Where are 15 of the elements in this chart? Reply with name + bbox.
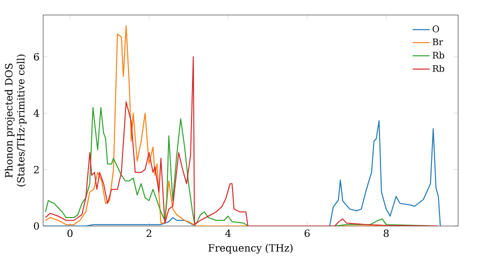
legend-label: Rb bbox=[432, 52, 444, 59]
y-tick-label: 0 bbox=[34, 222, 39, 230]
x-axis-title: Frequency (THz) bbox=[208, 244, 293, 254]
legend-label: Rb bbox=[432, 64, 444, 72]
x-tick-label: 2 bbox=[146, 230, 152, 237]
x-tick-label: 4 bbox=[225, 230, 231, 237]
x-tick-label: 6 bbox=[304, 230, 310, 238]
x-tick-label: 0 bbox=[67, 230, 73, 238]
y-tick-label: 2 bbox=[34, 166, 39, 174]
y-tick-label: 6 bbox=[34, 52, 39, 61]
legend-label: Br bbox=[432, 38, 444, 46]
x-tick-label: 8 bbox=[384, 230, 389, 238]
y-tick-label: 4 bbox=[34, 109, 40, 117]
y-axis-title: Phonon projected DOS (States/THz·primitive cell) bbox=[4, 54, 26, 186]
legend-label: O bbox=[432, 26, 440, 32]
